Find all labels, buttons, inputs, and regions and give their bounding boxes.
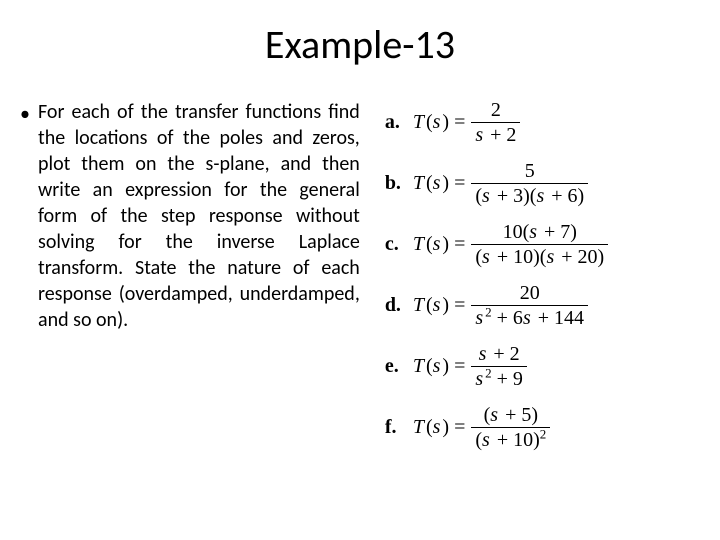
fraction-a: 2 s + 2: [471, 99, 520, 146]
equation-label-e: e.: [385, 355, 413, 378]
equation-label-d: d.: [385, 294, 413, 317]
denominator-e: s2 + 9: [471, 366, 527, 390]
equation-label-b: b.: [385, 172, 413, 195]
fraction-d: 20 s2 + 6s + 144: [471, 282, 588, 329]
numerator-f: (s + 5): [480, 404, 542, 427]
numerator-a: 2: [487, 99, 505, 122]
fraction-e: s + 2 s2 + 9: [471, 343, 527, 390]
fraction-b: 5 (s + 3)(s + 6): [471, 160, 588, 207]
numerator-e: s + 2: [475, 343, 524, 366]
equation-f: f. T(s) = (s + 5) (s + 10)2: [385, 404, 700, 451]
equation-label-f: f.: [385, 416, 413, 439]
right-column: a. T(s) = 2 s + 2 b. T(s) = 5 (s + 3)(s …: [375, 99, 700, 465]
numerator-c: 10(s + 7): [499, 221, 581, 244]
fraction-f: (s + 5) (s + 10)2: [471, 404, 550, 451]
equation-d: d. T(s) = 20 s2 + 6s + 144: [385, 282, 700, 329]
equation-body-c: T(s) = 10(s + 7) (s + 10)(s + 20): [413, 221, 608, 268]
equation-label-c: c.: [385, 233, 413, 256]
equation-body-d: T(s) = 20 s2 + 6s + 144: [413, 282, 588, 329]
equation-c: c. T(s) = 10(s + 7) (s + 10)(s + 20): [385, 221, 700, 268]
equation-label-a: a.: [385, 111, 413, 134]
bullet-item: • For each of the transfer functions fin…: [20, 99, 360, 333]
denominator-a: s + 2: [471, 122, 520, 146]
equation-body-b: T(s) = 5 (s + 3)(s + 6): [413, 160, 588, 207]
equation-body-a: T(s) = 2 s + 2: [413, 99, 521, 146]
numerator-d: 20: [516, 282, 544, 305]
bullet-marker: •: [20, 99, 38, 333]
equation-body-e: T(s) = s + 2 s2 + 9: [413, 343, 527, 390]
slide-title: Example-13: [0, 20, 720, 69]
denominator-f: (s + 10)2: [471, 427, 550, 451]
equation-b: b. T(s) = 5 (s + 3)(s + 6): [385, 160, 700, 207]
equation-a: a. T(s) = 2 s + 2: [385, 99, 700, 146]
slide: Example-13 • For each of the transfer fu…: [0, 20, 720, 540]
bullet-text: For each of the transfer functions find …: [38, 99, 360, 333]
fraction-c: 10(s + 7) (s + 10)(s + 20): [471, 221, 608, 268]
equation-body-f: T(s) = (s + 5) (s + 10)2: [413, 404, 550, 451]
left-column: • For each of the transfer functions fin…: [20, 99, 375, 465]
denominator-b: (s + 3)(s + 6): [471, 183, 588, 207]
content-area: • For each of the transfer functions fin…: [0, 99, 720, 465]
denominator-d: s2 + 6s + 144: [471, 305, 588, 329]
equation-e: e. T(s) = s + 2 s2 + 9: [385, 343, 700, 390]
denominator-c: (s + 10)(s + 20): [471, 244, 608, 268]
numerator-b: 5: [521, 160, 539, 183]
